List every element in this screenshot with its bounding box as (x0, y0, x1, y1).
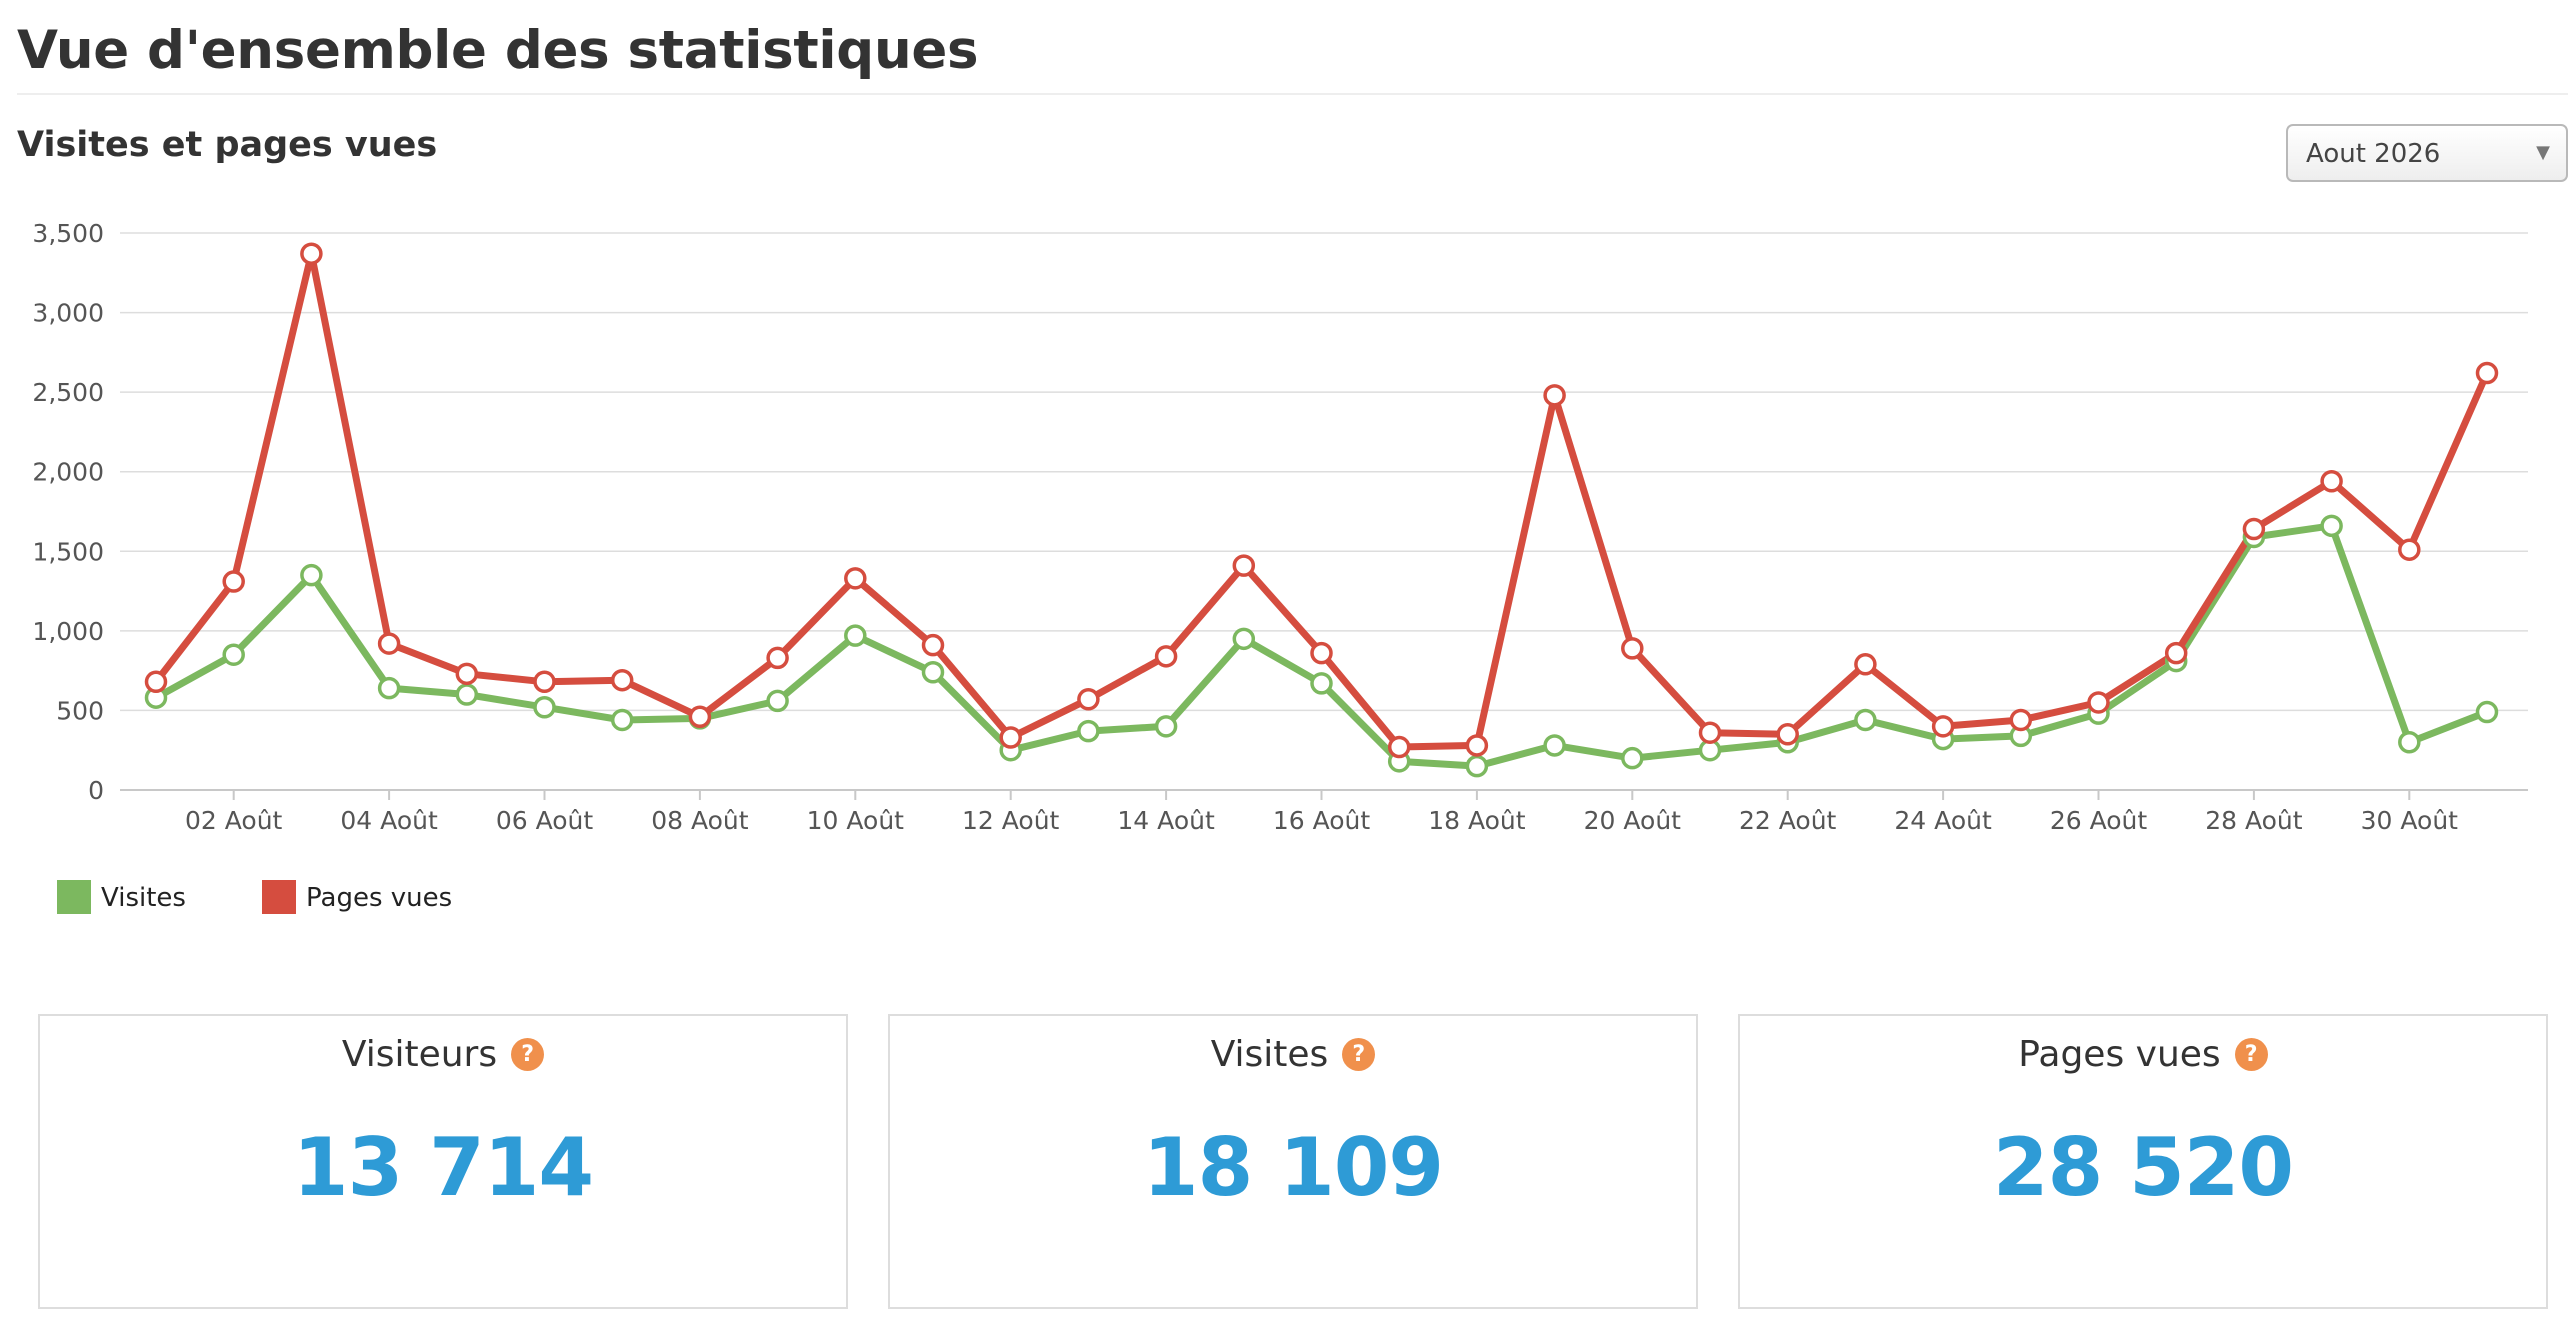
chart-section-title: Visites et pages vues (17, 125, 438, 165)
data-point-visites (300, 563, 323, 587)
data-point-pages-vues (999, 726, 1022, 749)
data-point-pages-vues (2242, 517, 2266, 541)
stat-card-visiteurs: Visiteurs? 13 714 (38, 1014, 848, 1309)
data-point-pages-vues (1077, 688, 1100, 711)
data-point-visites (1543, 734, 1566, 757)
data-point-visites (1465, 754, 1489, 778)
data-point-visites (1232, 627, 1256, 651)
stat-value-visites: 18 109 (1142, 1121, 1444, 1214)
legend-label-visites: Visites (101, 883, 186, 913)
stat-value-visiteurs: 13 714 (292, 1121, 594, 1214)
x-tick-label: 24 Août (1894, 806, 1992, 835)
data-point-pages-vues (766, 646, 789, 670)
legend-swatch-pages-vues (262, 880, 296, 914)
stat-value-pages-vues: 28 520 (1992, 1121, 2294, 1214)
data-point-pages-vues (610, 668, 634, 692)
title-divider (17, 93, 2568, 95)
data-point-pages-vues (1310, 641, 1333, 665)
data-point-pages-vues (455, 662, 479, 686)
data-point-pages-vues (2320, 470, 2343, 493)
data-point-visites (455, 683, 479, 706)
data-point-pages-vues (1232, 554, 1256, 577)
y-tick-label: 2,500 (32, 378, 104, 407)
data-point-pages-vues (1154, 645, 1178, 668)
x-tick-label: 12 Août (962, 806, 1060, 835)
data-point-pages-vues (222, 570, 245, 593)
y-tick-label: 1,000 (32, 617, 104, 646)
data-point-pages-vues (377, 632, 401, 655)
stat-card-pages-vues: Pages vues? 28 520 (1738, 1014, 2548, 1309)
data-point-pages-vues (1465, 734, 1489, 757)
y-tick-label: 3,000 (32, 299, 104, 328)
data-point-pages-vues (1776, 723, 1799, 746)
x-tick-label: 20 Août (1584, 806, 1682, 835)
triangle-down-icon: ▼ (2536, 142, 2550, 163)
data-point-visites (844, 624, 867, 647)
data-point-visites (1310, 672, 1333, 695)
data-point-pages-vues (300, 242, 323, 265)
data-point-pages-vues (2398, 538, 2421, 561)
data-point-visites (222, 643, 245, 666)
question-mark-icon[interactable]: ? (1342, 1038, 1376, 1071)
data-point-visites (921, 660, 945, 684)
y-tick-label: 3,500 (32, 219, 104, 248)
y-tick-label: 0 (88, 776, 104, 805)
data-point-pages-vues (921, 633, 945, 657)
x-tick-label: 14 Août (1117, 806, 1215, 835)
stat-label-pages-vues: Pages vues (2018, 1034, 2221, 1075)
x-tick-label: 04 Août (340, 806, 438, 835)
stat-label-visiteurs: Visiteurs (341, 1034, 498, 1075)
x-tick-label: 18 Août (1428, 806, 1526, 835)
x-tick-label: 30 Août (2361, 806, 2459, 835)
data-point-visites (1854, 708, 1877, 732)
data-point-pages-vues (533, 670, 556, 694)
x-tick-label: 26 Août (2050, 806, 2148, 835)
stat-label-visites: Visites (1210, 1034, 1329, 1075)
question-mark-icon[interactable]: ? (2234, 1038, 2268, 1071)
x-tick-label: 22 Août (1739, 806, 1837, 835)
legend-swatch-visites (57, 880, 91, 914)
data-point-visites (1077, 719, 1100, 743)
legend-label-pages-vues: Pages vues (306, 883, 453, 913)
question-mark-icon[interactable]: ? (511, 1038, 545, 1071)
x-tick-label: 02 Août (185, 806, 283, 835)
data-point-pages-vues (1698, 721, 1722, 744)
data-point-pages-vues (844, 567, 867, 590)
x-tick-label: 10 Août (807, 806, 905, 835)
month-select[interactable]: Aout 2026 ▼ (2286, 124, 2568, 182)
data-point-pages-vues (1931, 715, 1955, 738)
x-tick-label: 08 Août (651, 806, 749, 835)
data-point-visites (377, 676, 401, 700)
stat-card-visites: Visites? 18 109 (888, 1014, 1698, 1309)
x-tick-label: 16 Août (1273, 806, 1371, 835)
data-point-pages-vues (1854, 653, 1877, 676)
data-point-visites (2320, 514, 2343, 538)
data-point-pages-vues (2475, 361, 2499, 385)
data-point-pages-vues (1543, 384, 1566, 407)
y-tick-label: 2,000 (32, 458, 104, 487)
visits-pageviews-line-chart: 0 500 1,000 1,500 2,000 2,500 3,000 3,500 02 Aoû… (32, 219, 2528, 835)
data-point-visites (2398, 731, 2421, 754)
data-point-pages-vues (144, 670, 168, 694)
x-tick-label: 06 Août (496, 806, 594, 835)
data-point-visites (1154, 715, 1178, 738)
data-point-pages-vues (2009, 708, 2033, 732)
x-tick-label: 28 Août (2205, 806, 2303, 835)
data-point-pages-vues (688, 705, 712, 729)
data-point-pages-vues (1387, 735, 1411, 759)
y-tick-label: 1,500 (32, 537, 104, 566)
data-point-visites (766, 689, 789, 713)
y-tick-label: 500 (56, 696, 104, 725)
data-point-pages-vues (2087, 691, 2110, 714)
data-point-visites (610, 708, 634, 732)
data-point-visites (1621, 746, 1644, 770)
data-point-visites (533, 695, 556, 719)
data-point-pages-vues (1621, 637, 1644, 660)
month-select-value: Aout 2026 (2306, 139, 2441, 169)
data-point-visites (2475, 700, 2499, 724)
page-title: Vue d'ensemble des statistiques (17, 20, 979, 81)
data-point-pages-vues (2164, 641, 2188, 665)
